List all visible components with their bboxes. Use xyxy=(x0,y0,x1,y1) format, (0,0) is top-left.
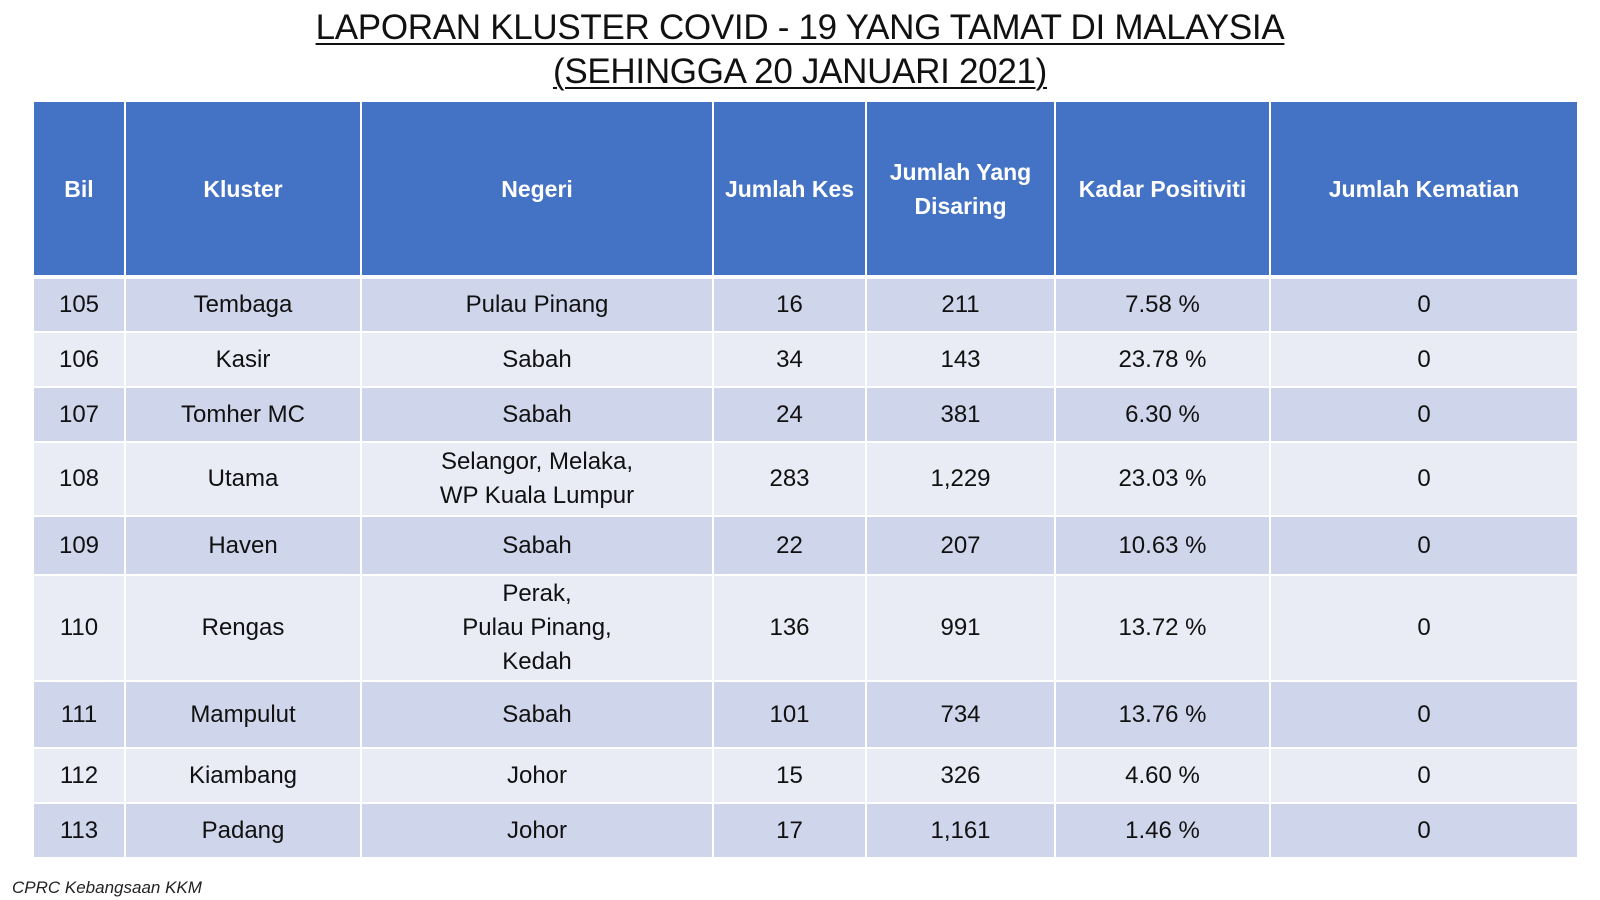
cell-positiviti: 13.72 % xyxy=(1054,574,1271,682)
cell-disaring: 381 xyxy=(865,386,1056,443)
cell-kluster: Haven xyxy=(124,515,362,576)
negeri-line: Sabah xyxy=(502,531,572,559)
cell-kematian: 0 xyxy=(1269,386,1579,443)
cell-disaring: 211 xyxy=(865,276,1056,333)
negeri-line: Sabah xyxy=(502,400,572,428)
cell-negeri: Sabah xyxy=(360,680,714,749)
cell-kluster: Tomher MC xyxy=(124,386,362,443)
cell-positiviti: 7.58 % xyxy=(1054,276,1271,333)
cell-positiviti: 13.76 % xyxy=(1054,680,1271,749)
cell-positiviti: 6.30 % xyxy=(1054,386,1271,443)
cell-bil: 105 xyxy=(32,276,126,333)
cell-negeri: Sabah xyxy=(360,331,714,388)
cell-kluster: Utama xyxy=(124,441,362,517)
header-negeri: Negeri xyxy=(360,100,714,279)
header-jumlah-disaring: Jumlah Yang Disaring xyxy=(865,100,1056,279)
table-row: 112 Kiambang Johor 15 326 4.60 % 0 xyxy=(32,747,1579,804)
header-kadar-positiviti: Kadar Positiviti xyxy=(1054,100,1271,279)
cell-disaring: 734 xyxy=(865,680,1056,749)
negeri-line: Kedah xyxy=(502,648,572,675)
cluster-table: Bil Kluster Negeri Jumlah Kes Jumlah Yan… xyxy=(32,100,1579,859)
cell-kes: 34 xyxy=(712,331,867,388)
cell-negeri: Johor xyxy=(360,802,714,859)
cell-bil: 110 xyxy=(32,574,126,682)
cell-kluster: Rengas xyxy=(124,574,362,682)
cell-kes: 24 xyxy=(712,386,867,443)
source-note: CPRC Kebangsaan KKM xyxy=(12,878,202,897)
cell-disaring: 1,229 xyxy=(865,441,1056,517)
cell-kes: 17 xyxy=(712,802,867,859)
table-row: 109 Haven Sabah 22 207 10.63 % 0 xyxy=(32,515,1579,576)
cell-kes: 22 xyxy=(712,515,867,576)
cell-positiviti: 4.60 % xyxy=(1054,747,1271,804)
table-row: 111 Mampulut Sabah 101 734 13.76 % 0 xyxy=(32,680,1579,749)
cell-kluster: Tembaga xyxy=(124,276,362,333)
cell-kematian: 0 xyxy=(1269,747,1579,804)
table-header-row: Bil Kluster Negeri Jumlah Kes Jumlah Yan… xyxy=(32,100,1579,279)
cell-kematian: 0 xyxy=(1269,331,1579,388)
cell-kematian: 0 xyxy=(1269,680,1579,749)
title-line-1: LAPORAN KLUSTER COVID - 19 YANG TAMAT DI… xyxy=(315,8,1285,47)
table-row: 106 Kasir Sabah 34 143 23.78 % 0 xyxy=(32,331,1579,388)
negeri-line: Selangor, Melaka, xyxy=(440,448,634,475)
negeri-line: Johor xyxy=(506,816,568,844)
cell-kematian: 0 xyxy=(1269,441,1579,517)
cell-kes: 15 xyxy=(712,747,867,804)
negeri-line: WP Kuala Lumpur xyxy=(439,482,635,509)
cell-kluster: Kasir xyxy=(124,331,362,388)
cell-bil: 111 xyxy=(32,680,126,749)
table-row: 105 Tembaga Pulau Pinang 16 211 7.58 % 0 xyxy=(32,276,1579,333)
cell-kes: 101 xyxy=(712,680,867,749)
cell-kematian: 0 xyxy=(1269,574,1579,682)
cell-kes: 16 xyxy=(712,276,867,333)
negeri-line: Pulau Pinang xyxy=(465,291,609,318)
table-row: 107 Tomher MC Sabah 24 381 6.30 % 0 xyxy=(32,386,1579,443)
cell-negeri: Pulau Pinang xyxy=(360,276,714,333)
cell-kes: 136 xyxy=(712,574,867,682)
cell-bil: 109 xyxy=(32,515,126,576)
table-row: 110 Rengas Perak, Pulau Pinang, Kedah 13… xyxy=(32,574,1579,682)
cell-negeri: Johor xyxy=(360,747,714,804)
cell-negeri: Perak, Pulau Pinang, Kedah xyxy=(360,574,714,682)
cell-kematian: 0 xyxy=(1269,276,1579,333)
cell-negeri: Sabah xyxy=(360,515,714,576)
cell-positiviti: 1.46 % xyxy=(1054,802,1271,859)
cell-disaring: 1,161 xyxy=(865,802,1056,859)
title-line-2: (SEHINGGA 20 JANUARI 2021) xyxy=(552,52,1048,91)
cell-disaring: 207 xyxy=(865,515,1056,576)
table-row: 108 Utama Selangor, Melaka, WP Kuala Lum… xyxy=(32,441,1579,517)
cell-negeri: Selangor, Melaka, WP Kuala Lumpur xyxy=(360,441,714,517)
table-row: 113 Padang Johor 17 1,161 1.46 % 0 xyxy=(32,802,1579,859)
cell-bil: 107 xyxy=(32,386,126,443)
cell-positiviti: 10.63 % xyxy=(1054,515,1271,576)
cluster-table-container: Bil Kluster Negeri Jumlah Kes Jumlah Yan… xyxy=(32,100,1579,859)
cell-kematian: 0 xyxy=(1269,802,1579,859)
cell-disaring: 991 xyxy=(865,574,1056,682)
negeri-line: Perak, xyxy=(502,580,572,607)
cell-bil: 112 xyxy=(32,747,126,804)
header-jumlah-kes: Jumlah Kes xyxy=(712,100,867,279)
cell-disaring: 143 xyxy=(865,331,1056,388)
cell-bil: 106 xyxy=(32,331,126,388)
report-title: LAPORAN KLUSTER COVID - 19 YANG TAMAT DI… xyxy=(0,6,1600,94)
header-bil: Bil xyxy=(32,100,126,279)
header-kluster: Kluster xyxy=(124,100,362,279)
cell-kluster: Mampulut xyxy=(124,680,362,749)
cell-bil: 108 xyxy=(32,441,126,517)
cell-negeri: Sabah xyxy=(360,386,714,443)
cell-bil: 113 xyxy=(32,802,126,859)
cell-disaring: 326 xyxy=(865,747,1056,804)
cell-kluster: Padang xyxy=(124,802,362,859)
header-jumlah-kematian: Jumlah Kematian xyxy=(1269,100,1579,279)
cell-kes: 283 xyxy=(712,441,867,517)
negeri-line: Sabah xyxy=(502,700,572,728)
negeri-line: Johor xyxy=(506,761,568,789)
cell-positiviti: 23.03 % xyxy=(1054,441,1271,517)
negeri-line: Sabah xyxy=(502,345,572,373)
cell-positiviti: 23.78 % xyxy=(1054,331,1271,388)
cell-kematian: 0 xyxy=(1269,515,1579,576)
negeri-line: Pulau Pinang, xyxy=(462,614,612,641)
cell-kluster: Kiambang xyxy=(124,747,362,804)
